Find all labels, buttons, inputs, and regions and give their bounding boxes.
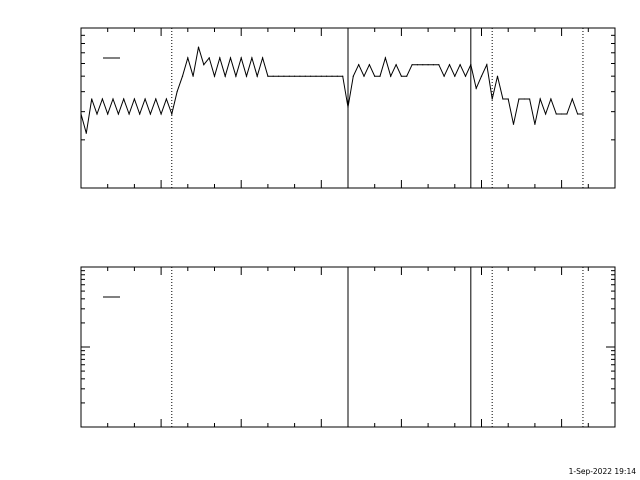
data-point: [171, 113, 173, 115]
data-point: [523, 98, 525, 100]
data-point: [331, 75, 333, 77]
data-point: [342, 75, 344, 77]
data-point: [80, 113, 82, 115]
data-point: [149, 113, 151, 115]
data-point: [502, 98, 504, 100]
data-point: [283, 75, 285, 77]
data-point: [123, 98, 125, 100]
data-point: [379, 75, 381, 77]
data-point: [235, 75, 237, 77]
data-point: [529, 98, 531, 100]
data-point: [240, 57, 242, 59]
data-point: [464, 75, 467, 77]
data-point: [219, 57, 221, 59]
data-point: [518, 98, 520, 100]
data-point: [165, 98, 167, 100]
data-point: [550, 98, 552, 100]
data-point: [507, 98, 509, 100]
data-point: [315, 75, 317, 77]
data-point: [272, 75, 274, 77]
data-point: [411, 64, 413, 66]
data-point: [96, 113, 98, 115]
data-point: [555, 113, 557, 115]
data-point: [561, 113, 563, 115]
data-point: [310, 75, 312, 77]
data-point: [432, 64, 434, 66]
footer-timestamp: 1-Sep-2022 19:14: [569, 467, 637, 476]
data-point: [496, 75, 499, 77]
data-point: [294, 75, 296, 77]
data-point: [582, 113, 584, 115]
hi-channel-panel: [80, 266, 616, 428]
data-point: [491, 98, 493, 100]
data-point: [390, 75, 392, 77]
data-point: [181, 75, 184, 77]
data-point: [416, 64, 418, 66]
data-point: [128, 113, 130, 115]
data-point: [139, 113, 141, 115]
data-point: [107, 113, 109, 115]
data-point: [459, 64, 461, 66]
data-point: [91, 98, 93, 100]
data-point: [85, 132, 87, 134]
data-point: [443, 75, 445, 77]
data-point: [320, 75, 322, 77]
data-point: [545, 113, 547, 115]
data-point: [577, 113, 579, 115]
data-point: [267, 75, 269, 77]
data-point: [192, 75, 194, 77]
lo-channel-panel: [80, 27, 616, 189]
data-point: [438, 64, 440, 66]
data-point: [155, 98, 157, 100]
data-point: [486, 64, 488, 66]
data-point: [571, 98, 573, 100]
data-point: [470, 64, 472, 66]
data-point: [288, 75, 290, 77]
data-point: [245, 75, 248, 77]
data-point: [176, 91, 178, 93]
data-point: [133, 98, 135, 100]
data-point: [208, 57, 210, 59]
data-point: [368, 64, 370, 66]
data-point: [374, 75, 376, 77]
data-point: [358, 64, 360, 66]
data-point: [117, 113, 119, 115]
data-point: [160, 113, 162, 115]
data-point: [213, 75, 216, 77]
data-point: [144, 98, 146, 100]
data-point: [112, 98, 114, 100]
data-point: [480, 75, 483, 77]
data-point: [299, 75, 301, 77]
data-point: [384, 57, 386, 59]
data-point: [347, 106, 349, 108]
data-point: [304, 75, 306, 77]
data-point: [251, 57, 253, 59]
data-point: [427, 64, 429, 66]
data-point: [101, 98, 103, 100]
data-point: [229, 57, 232, 59]
data-point: [278, 75, 280, 77]
data-point: [326, 75, 328, 77]
data-point: [352, 75, 354, 77]
data-point: [203, 64, 205, 66]
data-point: [406, 75, 408, 77]
data-point: [363, 75, 365, 77]
data-point: [224, 75, 226, 77]
data-point: [422, 64, 424, 66]
data-point: [566, 113, 568, 115]
data-point: [534, 123, 536, 125]
data-point: [448, 64, 451, 66]
data-point: [197, 46, 200, 48]
data-point: [187, 57, 189, 59]
data-point: [395, 64, 397, 66]
data-point: [262, 57, 264, 59]
data-point: [400, 75, 402, 77]
data-point: [256, 75, 258, 77]
data-point: [454, 75, 456, 77]
data-point: [336, 75, 338, 77]
data-point: [512, 123, 515, 125]
data-point: [539, 98, 541, 100]
data-point: [475, 87, 477, 89]
